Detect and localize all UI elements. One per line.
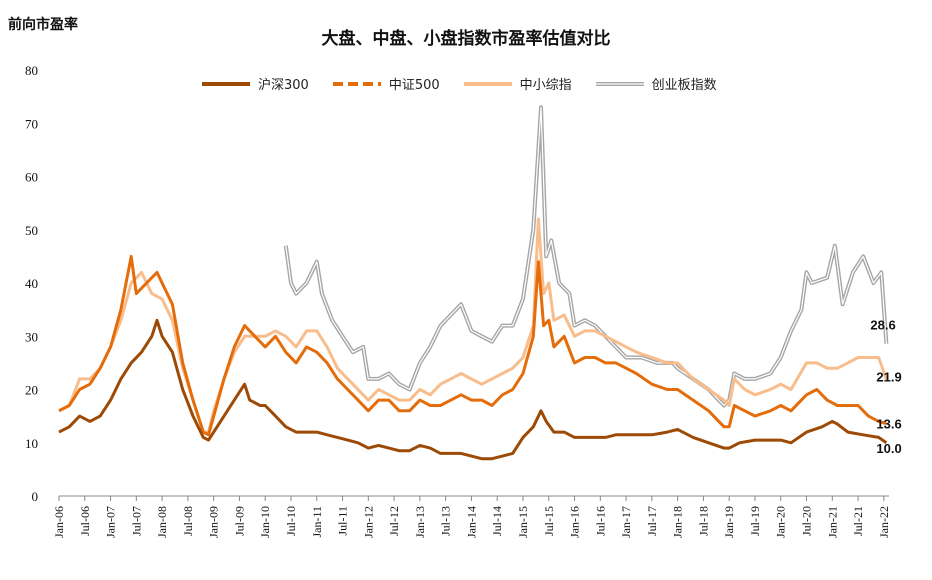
end-value-label: 21.9: [876, 369, 901, 384]
x-tick-label: Jan-06: [52, 506, 66, 538]
end-value-label: 28.6: [870, 318, 895, 333]
y-tick-label: 60: [25, 170, 38, 185]
y-tick-label: 80: [25, 63, 38, 78]
x-tick-label: Jul-14: [490, 506, 504, 536]
x-tick-label: Jan-15: [516, 506, 530, 538]
x-tick-label: Jan-22: [877, 506, 891, 538]
y-axis-title: 前向市盈率: [8, 17, 78, 33]
x-tick-label: Jul-15: [542, 506, 556, 536]
y-tick-label: 0: [32, 489, 39, 504]
legend-swatch: [463, 81, 512, 86]
x-tick-label: Jul-08: [181, 506, 195, 536]
x-tick-label: Jul-12: [387, 506, 401, 536]
series-line-outline: [283, 105, 889, 408]
legend-label: 沪深300: [258, 78, 309, 93]
x-tick-label: Jan-12: [361, 506, 375, 538]
x-tick-label: Jul-18: [696, 506, 710, 536]
x-tick-label: Jan-16: [568, 506, 582, 538]
x-tick-label: Jan-14: [464, 506, 478, 538]
x-tick-label: Jul-17: [645, 506, 659, 536]
x-tick-label: Jan-07: [104, 506, 118, 538]
y-tick-label: 50: [25, 223, 38, 238]
legend-item: 沪深300: [200, 74, 309, 93]
x-tick-label: Jan-21: [825, 506, 839, 538]
legend-swatch: [332, 81, 381, 86]
chart-title: 大盘、中盘、小盘指数市盈率估值对比: [321, 29, 611, 49]
x-tick-label: Jan-11: [310, 506, 324, 538]
legend-item: 中证500: [331, 74, 440, 93]
legend-item: 中小综指: [462, 74, 572, 93]
x-tick-label: Jul-10: [284, 506, 298, 536]
x-tick-label: Jul-21: [851, 506, 865, 536]
x-tick-label: Jul-07: [129, 506, 143, 536]
x-tick-label: Jul-16: [593, 506, 607, 536]
legend-swatch: [202, 81, 250, 86]
x-tick-label: Jul-13: [439, 506, 453, 536]
x-tick-label: Jul-09: [232, 506, 246, 536]
y-tick-label: 10: [25, 436, 38, 451]
x-tick-label: Jul-19: [748, 506, 762, 536]
legend-swatch: [595, 81, 644, 86]
x-tick-label: Jul-20: [800, 506, 814, 536]
x-tick-label: Jan-17: [619, 506, 633, 538]
end-value-label: 10.0: [876, 441, 901, 456]
y-tick-label: 30: [25, 329, 38, 344]
legend-label: 中证500: [388, 78, 440, 93]
legend-label: 中小综指: [519, 78, 572, 93]
end-value-label: 13.6: [876, 417, 901, 432]
x-tick-label: Jul-11: [336, 506, 350, 536]
x-tick-label: Jan-20: [774, 506, 788, 538]
series-line: [58, 254, 887, 437]
x-tick-label: Jan-13: [413, 506, 427, 538]
y-tick-label: 70: [25, 116, 38, 131]
y-tick-label: 20: [25, 383, 38, 398]
x-tick-label: Jan-19: [722, 506, 736, 538]
x-tick-label: Jan-09: [207, 506, 221, 538]
x-tick-label: Jan-18: [671, 506, 685, 538]
legend: 沪深300 中证500 中小综指 创业板指数: [200, 74, 717, 93]
x-tick-label: Jan-10: [258, 506, 272, 538]
series-line: [58, 318, 888, 461]
legend-item: 创业板指数: [594, 74, 717, 93]
legend-label: 创业板指数: [651, 78, 717, 93]
x-tick-label: Jan-08: [155, 506, 169, 538]
x-tick-label: Jul-06: [78, 506, 92, 536]
y-tick-label: 40: [25, 276, 38, 291]
series-line: [285, 106, 887, 407]
